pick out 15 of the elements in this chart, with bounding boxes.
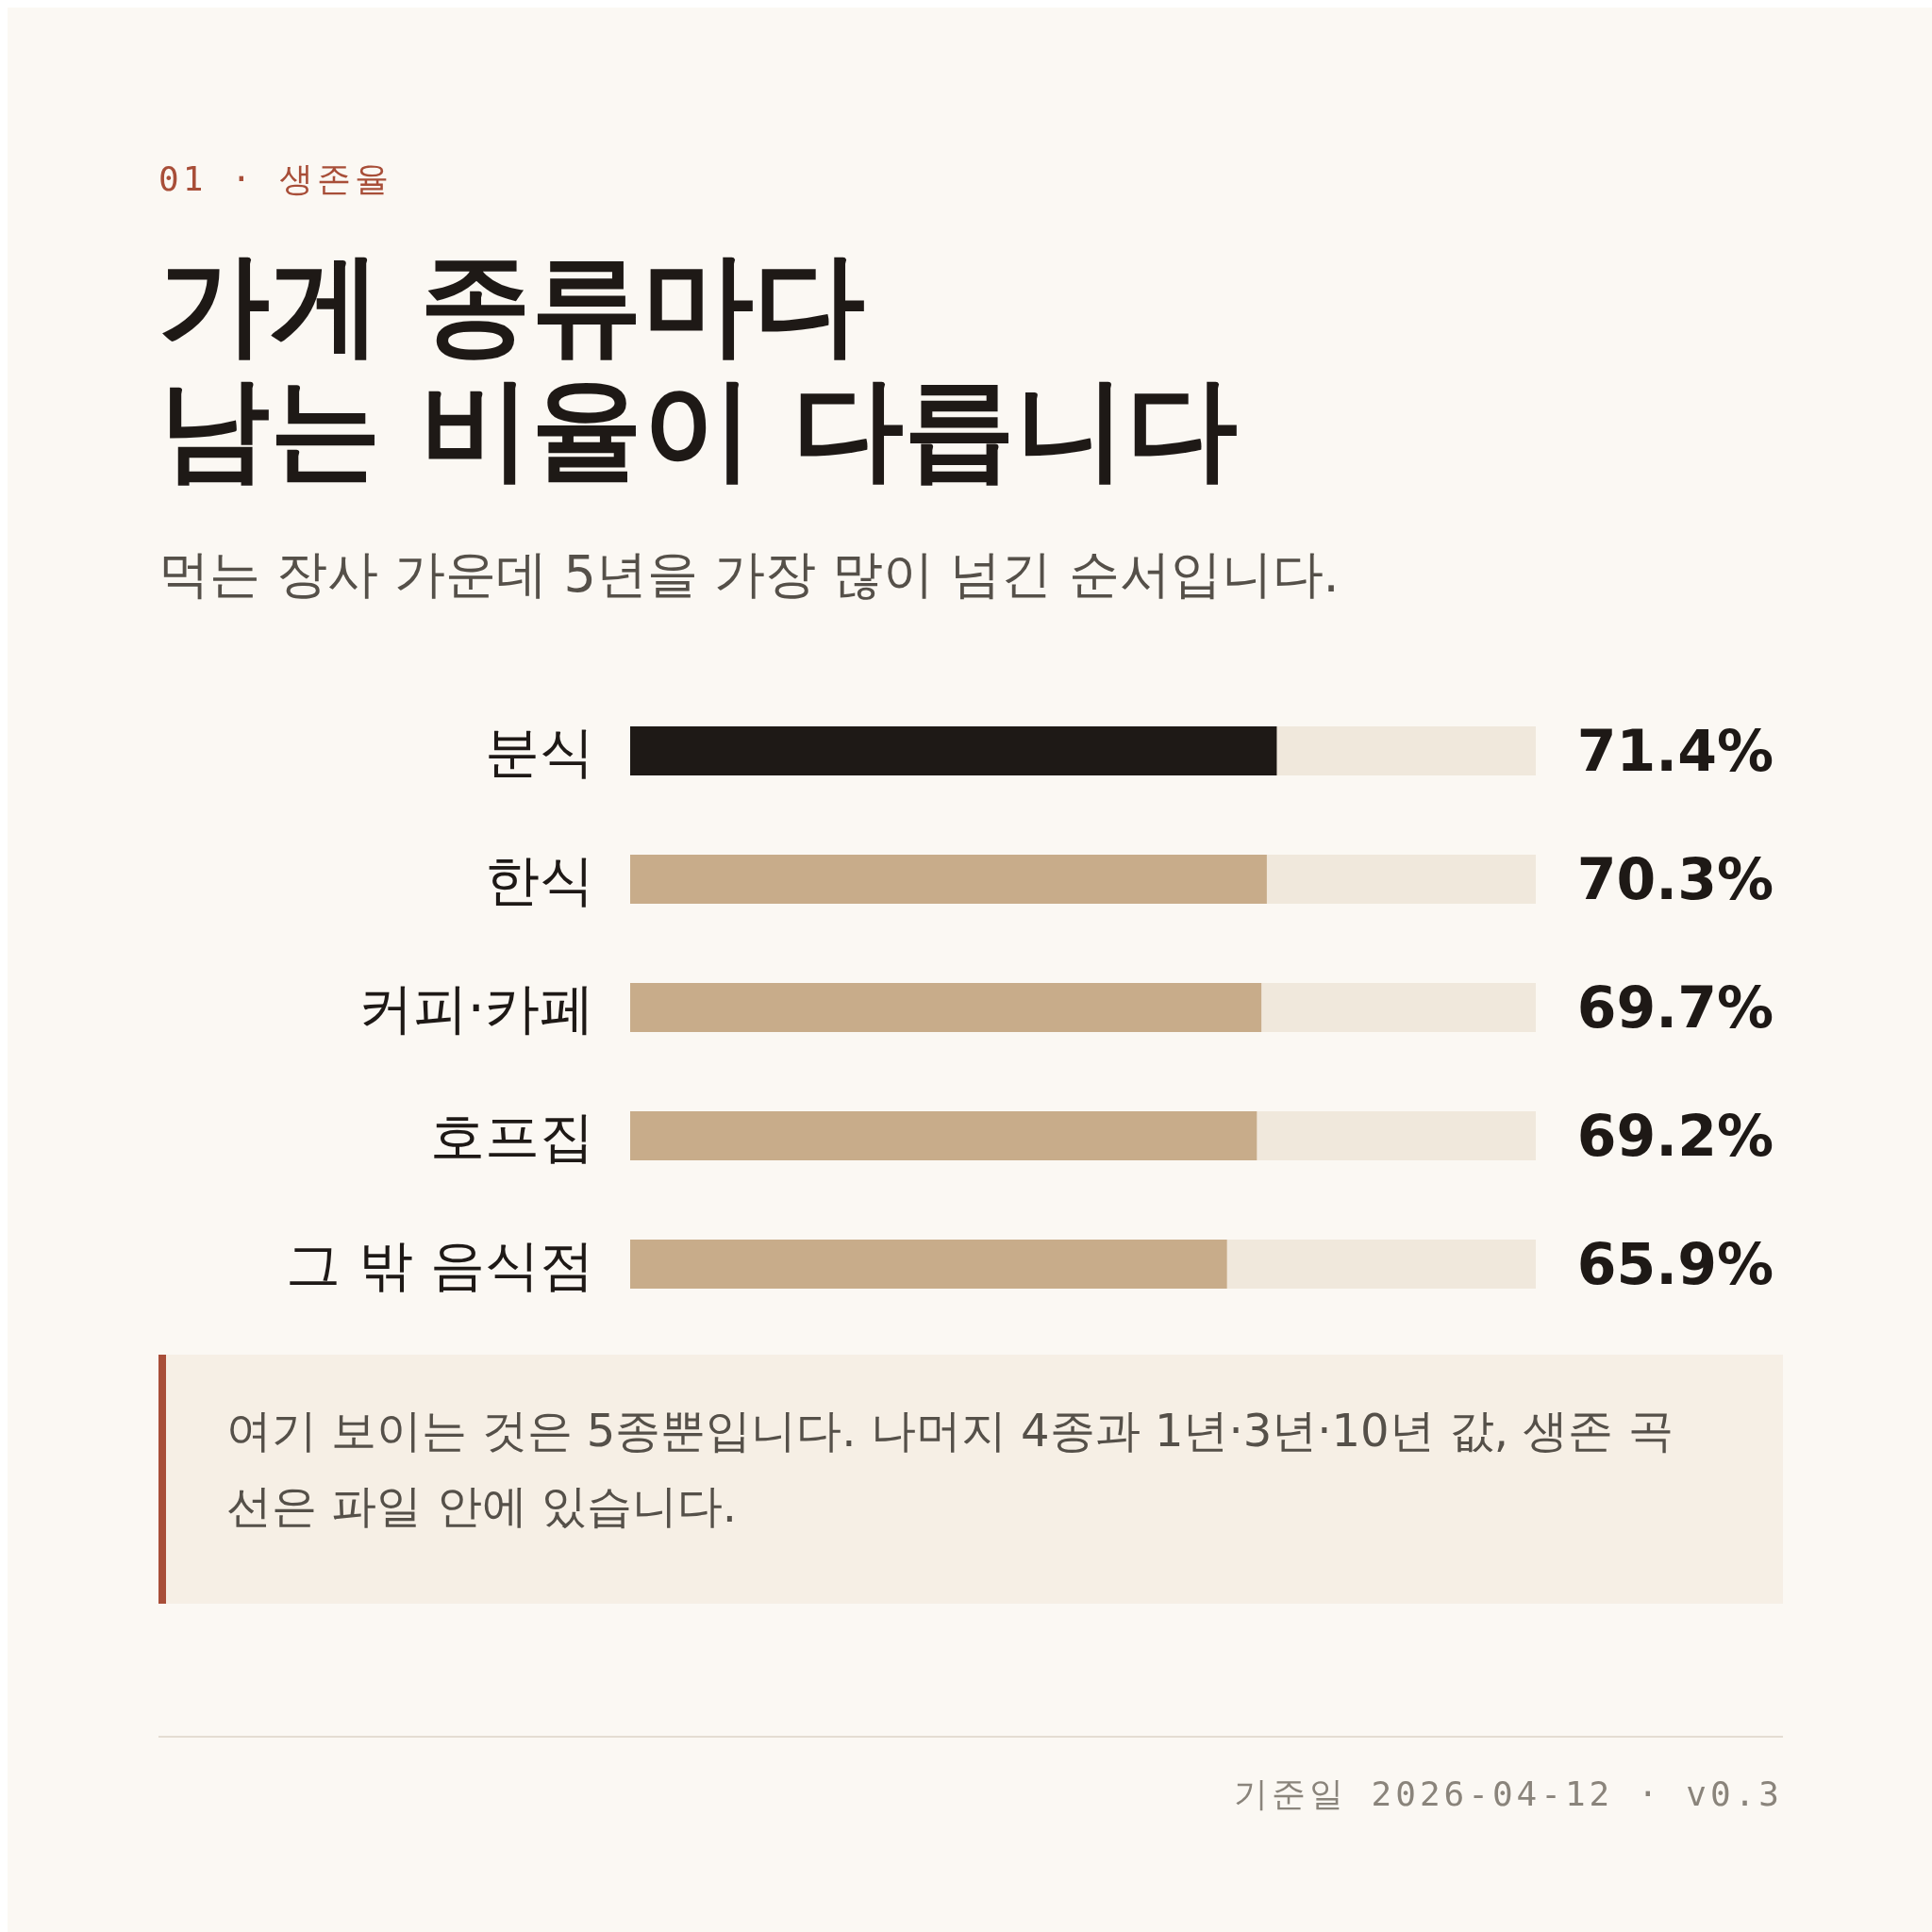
text: 01 · 생존율 (158, 158, 393, 200)
y-tick-label: 호프집 (430, 1104, 594, 1169)
y-tick-label: 한식 (485, 847, 594, 912)
chart-subtitle: 먹는 장사 가운데 5년을 가장 많이 넘긴 순서입니다. (158, 543, 1340, 606)
y-tick-label: 커피·카페 (358, 975, 594, 1041)
text: 여기 보이는 것은 5종뿐입니다. 나머지 4종과 1년·3년·10년 값, 생존 곡선은 파일 안에 있습니다. (158, 1355, 1783, 1604)
data-label: 69.7% (1576, 974, 1774, 1041)
text: 기준일 2026-04-12 · v0.3 (1233, 1774, 1783, 1815)
y-tick-label: 분식 (485, 719, 594, 784)
data-label: 69.2% (1576, 1103, 1774, 1169)
data-label: 70.3% (1576, 846, 1774, 912)
chart-title: 가게 종류마다 남는 비율이 다릅니다 (158, 239, 1239, 493)
y-tick-label: 그 밖 음식점 (286, 1232, 594, 1297)
data-label: 65.9% (1576, 1231, 1774, 1297)
data-label: 71.4% (1576, 718, 1774, 784)
